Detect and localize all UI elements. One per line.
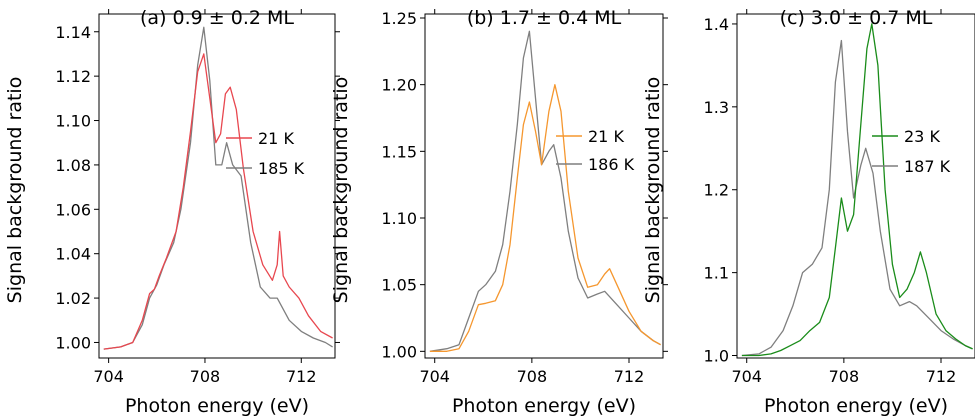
chart-title-c: (c) 3.0 ± 0.7 ML bbox=[780, 7, 933, 29]
chart-panel-c: 704 708 712 1.0 1.1 1.2 1.3 1.4 (c) 3.0 ± 0.7 ML… bbox=[642, 7, 975, 416]
x-tick-label-b-2: 712 bbox=[614, 367, 645, 386]
legend-label-b-1: 186 K bbox=[588, 155, 635, 174]
x-tick-label-c-0: 704 bbox=[731, 367, 762, 386]
series-line-c-1 bbox=[741, 39, 973, 357]
y-tick-label-c-3: 1.3 bbox=[704, 98, 729, 117]
legend-label-a-0: 21 K bbox=[258, 129, 294, 148]
y-axis-label-a: Signal background ratio bbox=[4, 77, 26, 304]
legend-label-c-1: 187 K bbox=[904, 157, 951, 176]
y-tick-label-a-4: 1.08 bbox=[55, 156, 91, 175]
chart-title-b: (b) 1.7 ± 0.4 ML bbox=[467, 7, 622, 29]
y-tick-label-a-7: 1.14 bbox=[55, 23, 91, 42]
y-axis-label-b: Signal background ratio bbox=[330, 77, 352, 304]
legend-c: 23 K 187 K bbox=[872, 127, 951, 176]
x-tick-label-b-0: 704 bbox=[419, 367, 450, 386]
y-tick-label-b-1: 1.05 bbox=[381, 276, 417, 295]
series-line-c-0 bbox=[741, 23, 973, 357]
chart-panel-b: 704 708 712 1.00 1.05 1.10 1.15 1.20 1.25 (b) 1.7… bbox=[330, 7, 668, 416]
series-line-a-1 bbox=[103, 26, 333, 350]
x-tick-label-c-1: 708 bbox=[829, 367, 860, 386]
y-tick-label-a-5: 1.10 bbox=[55, 112, 91, 131]
x-tick-label-a-2: 712 bbox=[286, 367, 317, 386]
y-tick-label-c-2: 1.2 bbox=[704, 181, 729, 200]
y-tick-label-b-3: 1.15 bbox=[381, 142, 417, 161]
plot-frame-b bbox=[424, 13, 664, 359]
legend-label-c-0: 23 K bbox=[904, 127, 940, 146]
series-line-a-0 bbox=[103, 53, 333, 350]
legend-label-b-0: 21 K bbox=[588, 127, 624, 146]
y-tick-label-a-6: 1.12 bbox=[55, 67, 91, 86]
x-axis-label-c: Photon energy (eV) bbox=[764, 395, 948, 416]
legend-b: 21 K 186 K bbox=[556, 127, 635, 174]
x-tick-label-a-0: 704 bbox=[93, 367, 124, 386]
legend-label-a-1: 185 K bbox=[258, 159, 305, 178]
y-tick-label-a-0: 1.00 bbox=[55, 333, 91, 352]
chart-title-a: (a) 0.9 ± 0.2 ML bbox=[140, 7, 294, 29]
x-tick-label-c-2: 712 bbox=[926, 367, 957, 386]
y-tick-label-b-0: 1.00 bbox=[381, 342, 417, 361]
chart-panel-a: 704 708 712 1.00 1.02 1.04 1.06 1.08 1.10 1.12 1.1… bbox=[4, 7, 340, 416]
y-tick-label-c-0: 1.0 bbox=[704, 347, 729, 366]
y-tick-label-a-2: 1.04 bbox=[55, 245, 91, 264]
x-axis-label-b: Photon energy (eV) bbox=[452, 395, 636, 416]
legend-a: 21 K 185 K bbox=[226, 129, 305, 178]
x-tick-label-b-1: 708 bbox=[517, 367, 548, 386]
y-tick-label-c-4: 1.4 bbox=[704, 15, 729, 34]
y-tick-label-b-4: 1.20 bbox=[381, 76, 417, 95]
y-axis-label-c: Signal background ratio bbox=[642, 77, 664, 304]
x-axis-label-a: Photon energy (eV) bbox=[125, 395, 309, 416]
y-tick-label-a-1: 1.02 bbox=[55, 289, 91, 308]
y-tick-label-b-2: 1.10 bbox=[381, 209, 417, 228]
y-tick-label-b-5: 1.25 bbox=[381, 9, 417, 28]
y-tick-label-a-3: 1.06 bbox=[55, 200, 91, 219]
x-tick-label-a-1: 708 bbox=[190, 367, 221, 386]
y-tick-label-c-1: 1.1 bbox=[704, 264, 729, 283]
series-line-b-0 bbox=[429, 84, 661, 352]
plot-frame-c bbox=[736, 13, 975, 359]
plot-frame-a bbox=[98, 13, 336, 359]
